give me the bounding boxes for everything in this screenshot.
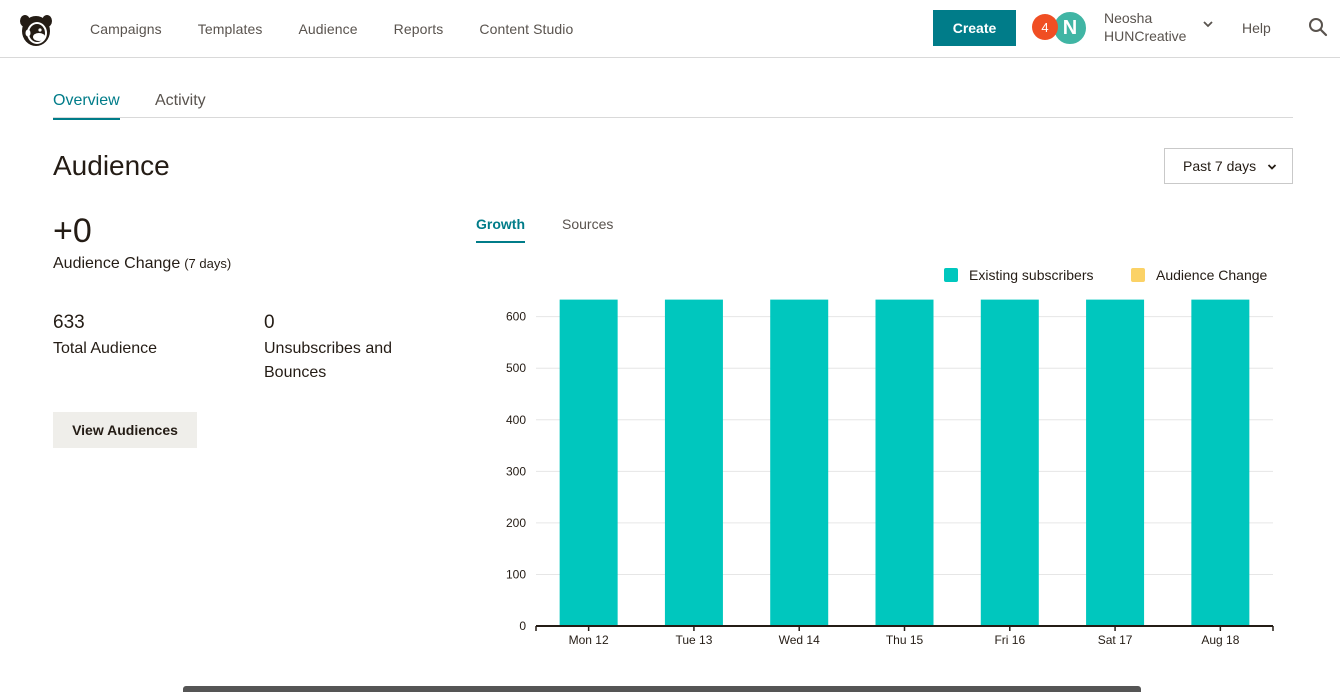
legend-swatch-change [1131, 268, 1145, 282]
growth-chart: 0 100 200 300 400 500 600 Mon 12 Tue 13 Wed 14 Thu… [506, 299, 1274, 647]
page-tabs: Overview Activity [53, 86, 1293, 120]
tab-overview[interactable]: Overview [53, 92, 120, 120]
bar-existing [664, 299, 723, 626]
audience-change-value: +0 [53, 212, 92, 250]
tab-growth[interactable]: Growth [476, 216, 525, 243]
search-icon[interactable] [1308, 17, 1328, 37]
mailchimp-logo-icon[interactable] [16, 9, 56, 49]
x-tick-label: Mon 12 [569, 633, 609, 647]
help-link[interactable]: Help [1242, 20, 1271, 36]
legend-label-existing: Existing subscribers [969, 267, 1094, 283]
x-tick-label: Aug 18 [1201, 633, 1239, 647]
bar-existing [980, 299, 1039, 626]
user-first-name: Neosha [1104, 10, 1153, 26]
unsubscribes-value: 0 [264, 312, 275, 333]
main-nav: Campaigns Templates Audience Reports Con… [90, 0, 609, 58]
bar-existing [559, 299, 618, 626]
bar-existing [770, 299, 829, 626]
y-tick-label: 0 [519, 619, 526, 633]
avatar[interactable]: N [1052, 10, 1088, 46]
date-range-select[interactable]: Past 7 days [1164, 148, 1293, 184]
nav-reports[interactable]: Reports [393, 21, 444, 37]
legend-label-change: Audience Change [1156, 267, 1268, 283]
create-button[interactable]: Create [933, 10, 1016, 46]
bar-existing [1191, 299, 1250, 626]
y-tick-label: 600 [506, 310, 526, 324]
y-tick-label: 100 [506, 567, 526, 581]
nav-templates[interactable]: Templates [197, 21, 263, 37]
x-tick-label: Wed 14 [779, 633, 820, 647]
bar-existing [875, 299, 934, 626]
chevron-down-icon [1267, 164, 1277, 170]
view-audiences-button[interactable]: View Audiences [53, 412, 197, 448]
chevron-down-icon[interactable] [1202, 18, 1214, 30]
user-account-name: HUNCreative [1104, 28, 1187, 44]
page-title: Audience [53, 150, 170, 181]
account-menu[interactable]: Neosha HUNCreative [1104, 9, 1186, 45]
audience-change-text: Audience Change [53, 255, 181, 272]
audience-change-period: (7 days) [184, 256, 232, 271]
total-audience-value: 633 [53, 312, 85, 333]
total-audience-label: Total Audience [53, 340, 158, 357]
y-tick-label: 200 [506, 516, 526, 530]
legend-swatch-existing [944, 268, 958, 282]
y-tick-label: 500 [506, 361, 526, 375]
y-tick-label: 300 [506, 464, 526, 478]
unsubscribes-label: Unsubscribes and Bounces [264, 340, 393, 381]
bar-existing [1086, 299, 1145, 626]
scrollbar-shadow [183, 686, 1141, 692]
nav-campaigns[interactable]: Campaigns [90, 21, 162, 37]
date-range-value: Past 7 days [1183, 158, 1257, 174]
x-tick-label: Thu 15 [886, 633, 924, 647]
notification-badge[interactable]: 4 [1032, 14, 1058, 40]
audience-change-label: Audience Change (7 days) [53, 255, 231, 273]
x-tick-label: Sat 17 [1098, 633, 1133, 647]
nav-audience[interactable]: Audience [298, 21, 358, 37]
legend-item-existing: Existing subscribers [944, 266, 1094, 284]
x-tick-label: Fri 16 [994, 633, 1025, 647]
x-tick-label: Tue 13 [675, 633, 712, 647]
legend-item-change: Audience Change [1131, 266, 1267, 284]
top-nav-bar: Campaigns Templates Audience Reports Con… [0, 0, 1340, 58]
tab-sources[interactable]: Sources [562, 216, 614, 232]
y-tick-label: 400 [506, 413, 526, 427]
tab-activity[interactable]: Activity [155, 92, 206, 109]
nav-content-studio[interactable]: Content Studio [479, 21, 574, 37]
